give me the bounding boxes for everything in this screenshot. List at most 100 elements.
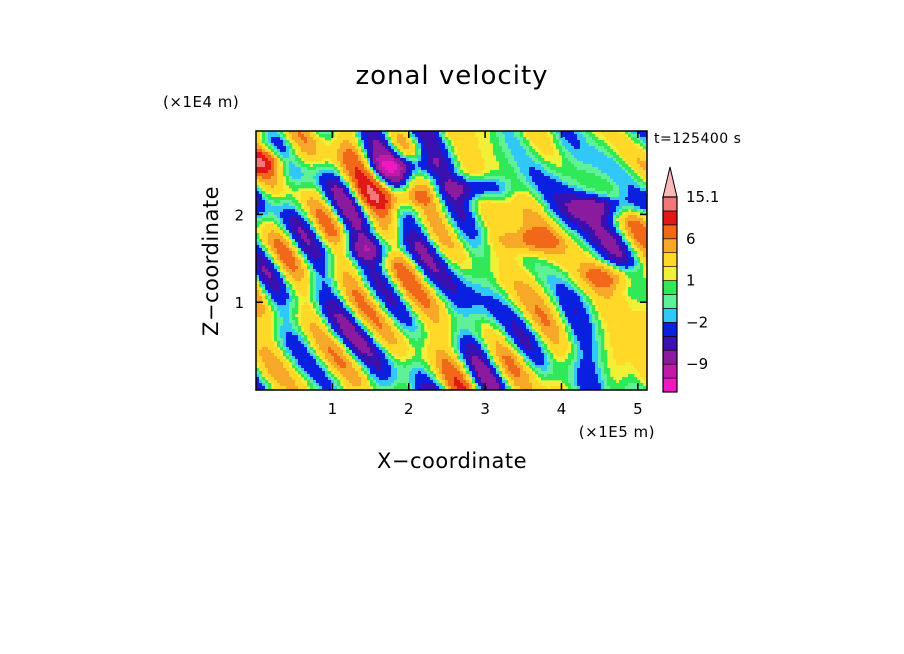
- field-cell: [529, 245, 533, 249]
- field-cell: [277, 185, 281, 189]
- field-cell: [430, 215, 434, 219]
- field-cell: [640, 167, 644, 171]
- field-cell: [295, 200, 299, 204]
- field-cell: [409, 230, 413, 234]
- field-cell: [295, 182, 299, 186]
- field-cell: [286, 233, 290, 237]
- field-cell: [319, 227, 323, 231]
- field-cell: [457, 245, 461, 249]
- field-cell: [451, 185, 455, 189]
- field-cell: [511, 233, 515, 237]
- field-cell: [613, 212, 617, 216]
- field-cell: [466, 179, 470, 183]
- field-cell: [445, 197, 449, 201]
- field-cell: [559, 200, 563, 204]
- field-cell: [616, 161, 620, 165]
- field-cell: [508, 218, 512, 222]
- field-cell: [397, 221, 401, 225]
- field-cell: [607, 161, 611, 165]
- field-cell: [472, 164, 476, 168]
- field-cell: [307, 140, 311, 144]
- field-cell: [589, 236, 593, 240]
- field-cell: [400, 167, 404, 171]
- field-cell: [496, 146, 500, 150]
- field-cell: [334, 155, 338, 159]
- field-cell: [349, 134, 353, 138]
- field-cell: [316, 236, 320, 240]
- field-cell: [439, 143, 443, 147]
- field-cell: [337, 215, 341, 219]
- field-cell: [502, 161, 506, 165]
- field-cell: [436, 191, 440, 195]
- field-cell: [640, 233, 644, 237]
- field-cell: [622, 191, 626, 195]
- field-cell: [643, 236, 647, 240]
- field-cell: [454, 143, 458, 147]
- field-cell: [505, 173, 509, 177]
- field-cell: [448, 191, 452, 195]
- field-cell: [628, 134, 632, 138]
- field-cell: [337, 179, 341, 183]
- field-cell: [601, 164, 605, 168]
- field-cell: [538, 242, 542, 246]
- field-cell: [331, 215, 335, 219]
- field-cell: [319, 197, 323, 201]
- field-cell: [559, 167, 563, 171]
- field-cell: [631, 221, 635, 225]
- field-cell: [262, 161, 266, 165]
- field-cell: [622, 143, 626, 147]
- field-cell: [454, 209, 458, 213]
- field-cell: [316, 185, 320, 189]
- field-cell: [460, 203, 464, 207]
- field-cell: [394, 176, 398, 180]
- field-cell: [355, 200, 359, 204]
- field-cell: [631, 242, 635, 246]
- field-cell: [454, 242, 458, 246]
- field-cell: [334, 233, 338, 237]
- field-cell: [424, 152, 428, 156]
- field-cell: [382, 149, 386, 153]
- field-cell: [403, 251, 407, 255]
- field-cell: [355, 176, 359, 180]
- field-cell: [466, 221, 470, 225]
- field-cell: [469, 152, 473, 156]
- field-cell: [571, 158, 575, 162]
- field-cell: [274, 233, 278, 237]
- field-cell: [496, 155, 500, 159]
- field-cell: [427, 233, 431, 237]
- field-cell: [439, 182, 443, 186]
- field-cell: [475, 203, 479, 207]
- field-cell: [598, 239, 602, 243]
- field-cell: [622, 227, 626, 231]
- field-cell: [388, 146, 392, 150]
- field-cell: [640, 182, 644, 186]
- field-cell: [382, 242, 386, 246]
- field-cell: [394, 197, 398, 201]
- field-cell: [568, 218, 572, 222]
- field-cell: [637, 200, 641, 204]
- field-cell: [529, 167, 533, 171]
- field-cell: [355, 239, 359, 243]
- field-cell: [292, 239, 296, 243]
- field-cell: [379, 212, 383, 216]
- field-cell: [643, 134, 647, 138]
- field-cell: [346, 146, 350, 150]
- field-cell: [556, 236, 560, 240]
- field-cell: [472, 248, 476, 252]
- field-cell: [385, 218, 389, 222]
- field-cell: [304, 149, 308, 153]
- field-cell: [400, 188, 404, 192]
- field-cell: [565, 215, 569, 219]
- field-cell: [349, 236, 353, 240]
- field-cell: [505, 230, 509, 234]
- field-cell: [574, 209, 578, 213]
- field-cell: [637, 170, 641, 174]
- field-cell: [391, 134, 395, 138]
- field-cell: [478, 251, 482, 255]
- field-cell: [481, 206, 485, 210]
- field-cell: [337, 173, 341, 177]
- field-cell: [445, 230, 449, 234]
- field-cell: [535, 203, 539, 207]
- field-cell: [349, 158, 353, 162]
- field-cell: [475, 248, 479, 252]
